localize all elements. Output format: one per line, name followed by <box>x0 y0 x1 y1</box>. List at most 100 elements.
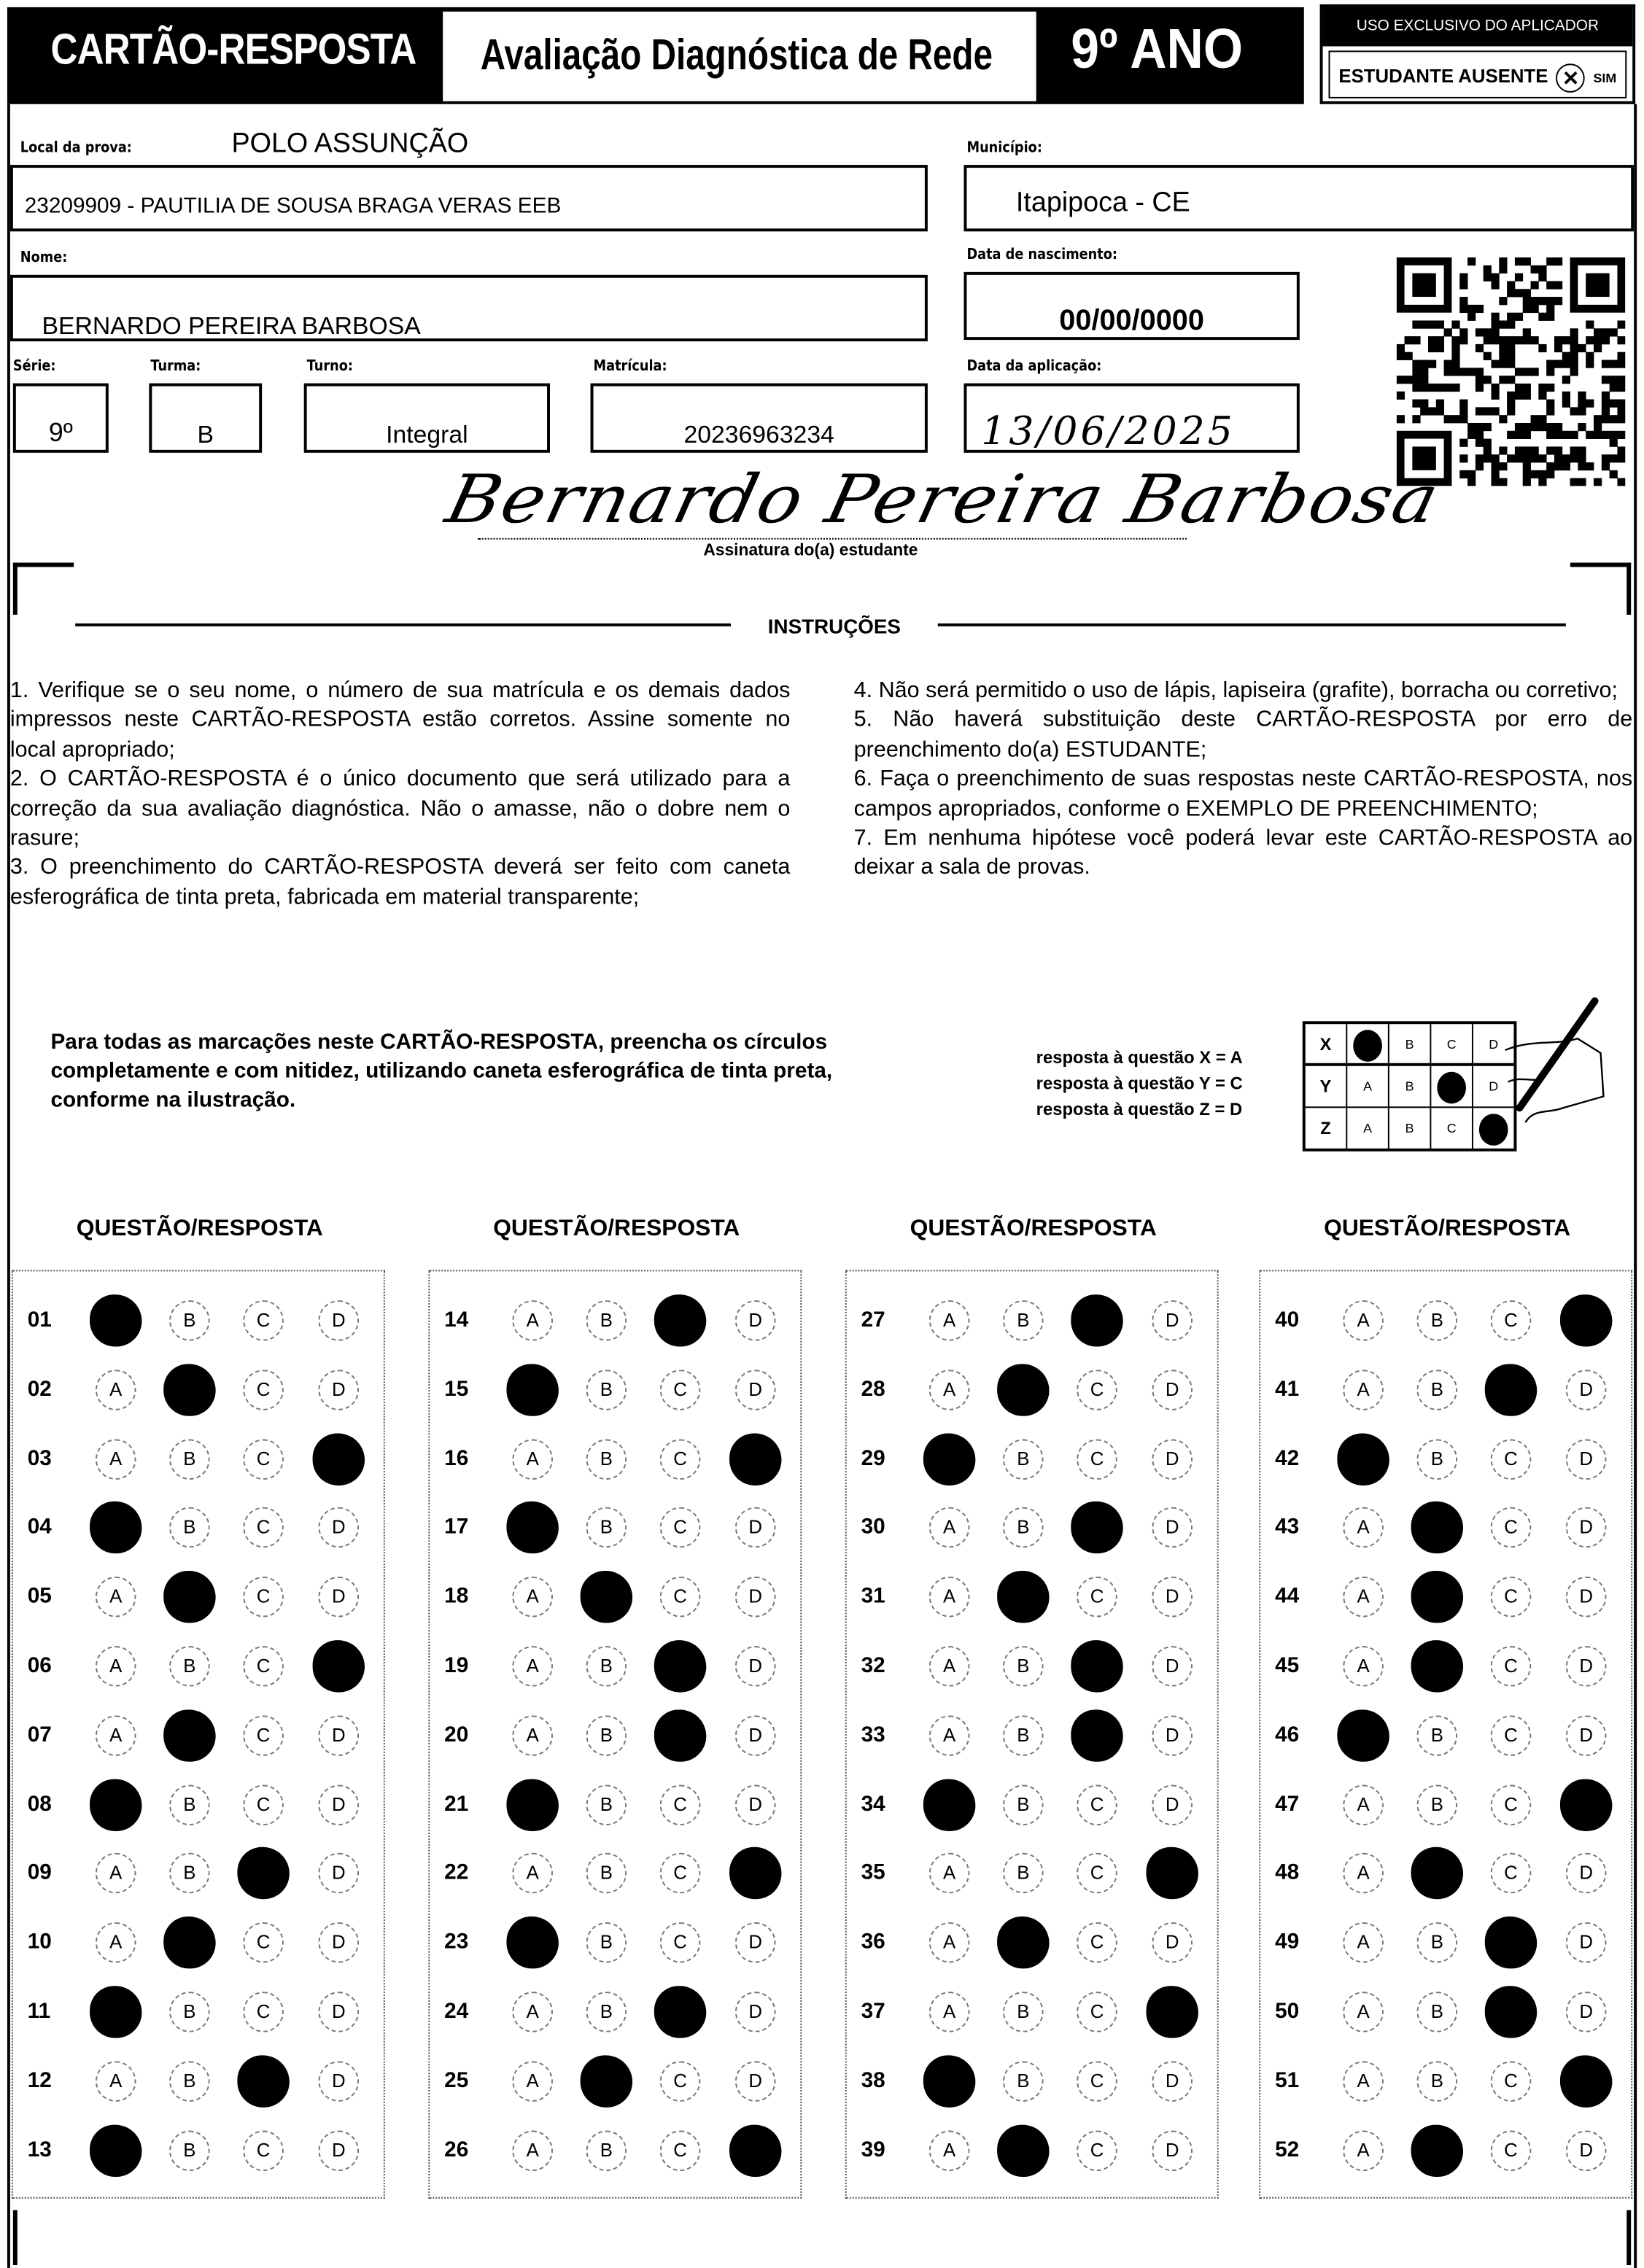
answer-bubble[interactable]: D <box>1152 2129 1193 2171</box>
answer-bubble[interactable]: D <box>1152 1369 1193 1410</box>
answer-bubble-filled[interactable]: B <box>997 1571 1050 1623</box>
answer-bubble[interactable]: C <box>1490 1577 1532 1617</box>
answer-bubble[interactable]: D <box>734 1300 776 1341</box>
answer-bubble[interactable]: B <box>586 2129 627 2171</box>
answer-bubble[interactable]: C <box>1077 1853 1117 1895</box>
answer-bubble[interactable]: C <box>1077 1369 1117 1410</box>
answer-bubble-filled[interactable]: A <box>506 1363 559 1416</box>
answer-bubble[interactable]: D <box>734 1507 776 1549</box>
answer-bubble[interactable]: D <box>318 2060 360 2102</box>
answer-bubble[interactable]: D <box>318 2129 360 2171</box>
answer-bubble-filled[interactable]: A <box>923 2055 976 2108</box>
answer-bubble[interactable]: B <box>1416 2060 1458 2102</box>
answer-bubble[interactable]: A <box>512 1577 553 1617</box>
answer-bubble[interactable]: C <box>243 1507 284 1549</box>
answer-bubble-filled[interactable]: C <box>237 2055 290 2108</box>
answer-bubble-filled[interactable]: C <box>654 1640 707 1693</box>
answer-bubble[interactable]: D <box>734 1784 776 1825</box>
answer-bubble[interactable]: B <box>1416 1922 1458 1963</box>
answer-bubble[interactable]: A <box>1343 1784 1384 1825</box>
answer-bubble[interactable]: C <box>243 1300 284 1341</box>
answer-bubble-filled[interactable]: B <box>163 1916 216 1969</box>
answer-bubble-filled[interactable]: B <box>1411 1640 1464 1693</box>
answer-bubble[interactable]: C <box>243 1369 284 1410</box>
answer-bubble-filled[interactable]: B <box>1411 1847 1464 1900</box>
answer-bubble-filled[interactable]: D <box>312 1432 365 1486</box>
answer-bubble-filled[interactable]: D <box>1146 1847 1198 1900</box>
answer-bubble[interactable]: C <box>243 1438 284 1480</box>
answer-bubble[interactable]: C <box>1490 1784 1532 1825</box>
answer-bubble[interactable]: B <box>169 1438 210 1480</box>
answer-bubble-filled[interactable]: A <box>90 1986 142 2038</box>
answer-bubble-filled[interactable]: D <box>312 1640 365 1693</box>
answer-bubble-filled[interactable]: B <box>997 1363 1050 1416</box>
answer-bubble[interactable]: D <box>318 1922 360 1963</box>
answer-bubble[interactable]: D <box>734 1714 776 1756</box>
answer-bubble-filled[interactable]: A <box>506 1502 559 1554</box>
answer-bubble[interactable]: A <box>512 1646 553 1687</box>
answer-bubble[interactable]: C <box>243 1577 284 1617</box>
answer-bubble[interactable]: B <box>586 1922 627 1963</box>
answer-bubble[interactable]: C <box>1077 1577 1117 1617</box>
answer-bubble[interactable]: D <box>1565 1992 1607 2032</box>
answer-bubble[interactable]: B <box>1003 1714 1044 1756</box>
answer-bubble[interactable]: C <box>1490 1300 1532 1341</box>
answer-bubble[interactable]: B <box>169 1300 210 1341</box>
answer-bubble[interactable]: D <box>1565 1714 1607 1756</box>
answer-bubble[interactable]: D <box>1565 1922 1607 1963</box>
answer-bubble[interactable]: A <box>928 1646 970 1687</box>
answer-bubble-filled[interactable]: A <box>506 1778 559 1831</box>
answer-bubble[interactable]: D <box>1565 1438 1607 1480</box>
answer-bubble[interactable]: D <box>734 1922 776 1963</box>
answer-bubble[interactable]: C <box>1077 2129 1117 2171</box>
answer-bubble[interactable]: C <box>243 1922 284 1963</box>
answer-bubble[interactable]: D <box>318 1577 360 1617</box>
answer-bubble[interactable]: C <box>1490 1853 1532 1895</box>
answer-bubble[interactable]: D <box>318 1507 360 1549</box>
answer-bubble[interactable]: B <box>1003 1784 1044 1825</box>
answer-bubble[interactable]: D <box>1565 1577 1607 1617</box>
answer-bubble[interactable]: D <box>1565 2129 1607 2171</box>
answer-bubble[interactable]: D <box>318 1853 360 1895</box>
answer-bubble[interactable]: A <box>1343 2129 1384 2171</box>
answer-bubble[interactable]: B <box>1003 1992 1044 2032</box>
answer-bubble-filled[interactable]: A <box>90 2124 142 2177</box>
answer-bubble[interactable]: A <box>95 2060 136 2102</box>
answer-bubble[interactable]: C <box>659 1784 701 1825</box>
answer-bubble[interactable]: C <box>1077 1438 1117 1480</box>
answer-bubble-filled[interactable]: D <box>1559 1294 1613 1347</box>
answer-bubble[interactable]: A <box>928 1577 970 1617</box>
answer-bubble[interactable]: B <box>1003 1507 1044 1549</box>
answer-bubble[interactable]: D <box>734 1577 776 1617</box>
answer-bubble[interactable]: D <box>318 1714 360 1756</box>
answer-bubble[interactable]: B <box>169 2129 210 2171</box>
answer-bubble[interactable]: D <box>318 1784 360 1825</box>
answer-bubble[interactable]: D <box>734 2060 776 2102</box>
answer-bubble[interactable]: A <box>928 1992 970 2032</box>
answer-bubble[interactable]: A <box>1343 1300 1384 1341</box>
answer-bubble[interactable]: B <box>169 1992 210 2032</box>
answer-bubble[interactable]: A <box>512 1438 553 1480</box>
answer-bubble[interactable]: D <box>1152 2060 1193 2102</box>
answer-bubble[interactable]: D <box>1565 1369 1607 1410</box>
answer-bubble-filled[interactable]: C <box>654 1709 707 1762</box>
answer-bubble[interactable]: A <box>95 1646 136 1687</box>
answer-bubble[interactable]: C <box>1077 1992 1117 2032</box>
answer-bubble-filled[interactable]: A <box>1337 1709 1389 1762</box>
answer-bubble[interactable]: B <box>1416 1714 1458 1756</box>
answer-bubble[interactable]: C <box>1490 2060 1532 2102</box>
answer-bubble-filled[interactable]: C <box>237 1847 290 1900</box>
answer-bubble-filled[interactable]: B <box>580 1571 633 1623</box>
answer-bubble-filled[interactable]: A <box>923 1778 976 1831</box>
answer-bubble[interactable]: C <box>659 1438 701 1480</box>
answer-bubble[interactable]: B <box>586 1369 627 1410</box>
answer-bubble-filled[interactable]: A <box>90 1294 142 1347</box>
answer-bubble[interactable]: B <box>169 1853 210 1895</box>
answer-bubble[interactable]: D <box>1152 1300 1193 1341</box>
answer-bubble-filled[interactable]: B <box>997 1916 1050 1969</box>
answer-bubble[interactable]: A <box>512 1992 553 2032</box>
answer-bubble-filled[interactable]: D <box>729 1847 782 1900</box>
answer-bubble[interactable]: D <box>318 1369 360 1410</box>
answer-bubble[interactable]: A <box>1343 1646 1384 1687</box>
answer-bubble[interactable]: D <box>318 1300 360 1341</box>
